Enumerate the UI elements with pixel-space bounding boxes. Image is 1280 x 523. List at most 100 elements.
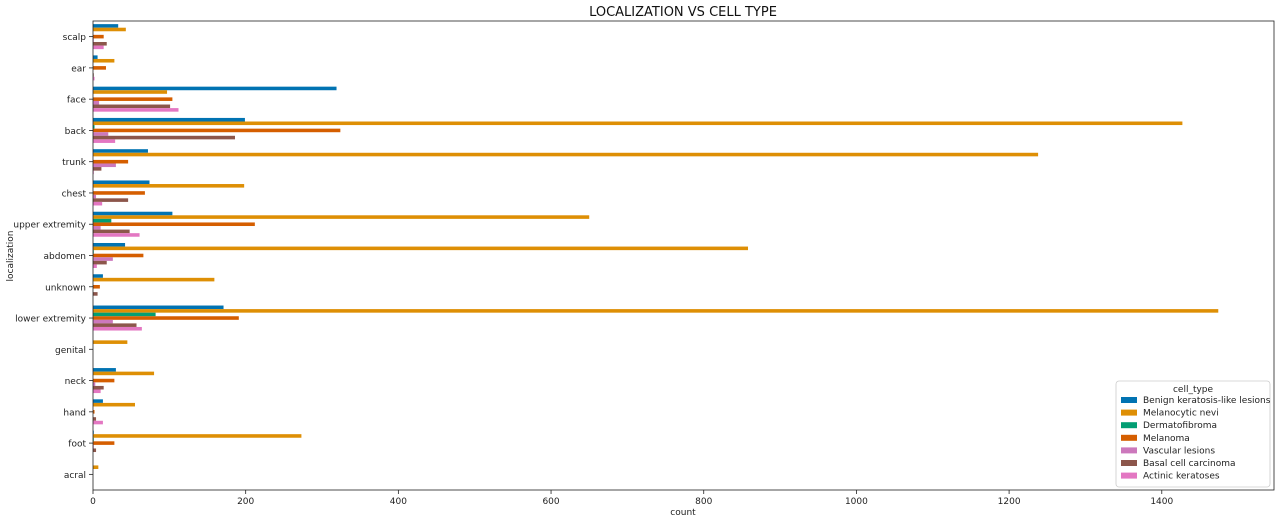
bar-neck-benign-keratosis-like-lesions bbox=[93, 368, 116, 372]
bar-chest-basal-cell-carcinoma bbox=[93, 198, 129, 202]
y-tick-label: chest bbox=[62, 189, 87, 199]
x-tick-label: 200 bbox=[237, 497, 254, 507]
bar-unknown-melanocytic-nevi bbox=[93, 277, 215, 282]
bar-scalp-melanoma bbox=[93, 34, 104, 39]
x-tick-label: 600 bbox=[542, 497, 559, 507]
bar-abdomen-basal-cell-carcinoma bbox=[93, 260, 107, 265]
legend-swatch bbox=[1121, 422, 1137, 429]
legend-label: Vascular lesions bbox=[1143, 446, 1215, 456]
bar-lower-extremity-vascular-lesions bbox=[93, 319, 113, 324]
bar-chest-actinic-keratoses bbox=[93, 201, 103, 206]
plot-frame bbox=[92, 20, 1275, 491]
bar-unknown-basal-cell-carcinoma bbox=[93, 292, 98, 296]
bar-trunk-basal-cell-carcinoma bbox=[93, 167, 102, 171]
legend-label: Dermatofibroma bbox=[1143, 421, 1217, 431]
legend-swatch bbox=[1121, 460, 1137, 466]
bar-lower-extremity-benign-keratosis-like-lesions bbox=[93, 305, 224, 310]
bar-chest-benign-keratosis-like-lesions bbox=[93, 180, 150, 185]
bar-face-vascular-lesions bbox=[93, 100, 100, 105]
bar-neck-melanoma bbox=[93, 378, 115, 383]
bar-upper-extremity-dermatofibroma bbox=[93, 218, 112, 223]
chart-title: LOCALIZATION VS CELL TYPE bbox=[589, 5, 777, 20]
x-tick-label: 1000 bbox=[845, 497, 868, 507]
y-tick-label: back bbox=[65, 127, 87, 137]
y-tick-label: neck bbox=[65, 377, 87, 387]
legend-label: Actinic keratoses bbox=[1143, 472, 1220, 482]
x-tick-label: 800 bbox=[695, 497, 712, 507]
bar-chest-vascular-lesions bbox=[93, 194, 97, 199]
bar-abdomen-vascular-lesions bbox=[93, 257, 113, 261]
bar-scalp-melanocytic-nevi bbox=[93, 27, 126, 32]
bar-unknown-melanoma bbox=[93, 284, 100, 289]
y-tick-label: lower extremity bbox=[15, 315, 87, 325]
bar-hand-melanoma bbox=[93, 410, 95, 414]
bar-lower-extremity-dermatofibroma bbox=[93, 312, 156, 317]
bar-scalp-basal-cell-carcinoma bbox=[93, 41, 107, 46]
legend-items: Benign keratosis-like lesions Melanocytic… bbox=[1121, 396, 1271, 482]
bar-back-dermatofibroma bbox=[93, 125, 95, 129]
bar-lower-extremity-melanoma bbox=[93, 316, 239, 320]
bar-abdomen-melanocytic-nevi bbox=[93, 246, 749, 251]
legend-box bbox=[1115, 380, 1271, 488]
bar-trunk-benign-keratosis-like-lesions bbox=[93, 149, 148, 153]
y-axis: scalp ear face back trunk chest upper extremit… bbox=[13, 33, 93, 481]
bar-trunk-vascular-lesions bbox=[93, 163, 116, 168]
y-tick-label: foot bbox=[68, 440, 86, 450]
x-tick-label: 1200 bbox=[998, 497, 1021, 507]
bar-back-actinic-keratoses bbox=[93, 139, 116, 143]
bar-upper-extremity-vascular-lesions bbox=[93, 226, 101, 230]
bar-unknown-benign-keratosis-like-lesions bbox=[93, 274, 103, 278]
y-tick-label: ear bbox=[71, 64, 86, 74]
legend-swatch bbox=[1121, 472, 1137, 479]
y-tick-label: acral bbox=[64, 471, 86, 481]
bar-foot-melanocytic-nevi bbox=[93, 434, 302, 438]
y-tick-label: trunk bbox=[62, 158, 87, 168]
legend-swatch bbox=[1121, 434, 1137, 441]
bar-lower-extremity-melanocytic-nevi bbox=[93, 309, 1219, 313]
legend-label: Melanocytic nevi bbox=[1143, 409, 1219, 419]
x-tick-label: 400 bbox=[390, 497, 407, 507]
y-tick-label: hand bbox=[63, 408, 86, 418]
bar-trunk-melanocytic-nevi bbox=[93, 152, 1039, 157]
x-axis: 0 200 400 600 800 1000 1200 1400 bbox=[90, 490, 1174, 507]
bar-ear-melanoma bbox=[93, 66, 106, 70]
bar-back-vascular-lesions bbox=[93, 132, 109, 136]
bar-face-melanocytic-nevi bbox=[93, 90, 168, 94]
legend: cell_type Benign keratosis-like lesions M… bbox=[1115, 380, 1271, 488]
bar-upper-extremity-actinic-keratoses bbox=[93, 233, 140, 237]
legend-swatch bbox=[1121, 409, 1137, 416]
y-tick-label: face bbox=[67, 96, 87, 106]
bar-neck-basal-cell-carcinoma bbox=[93, 385, 104, 390]
legend-swatch bbox=[1121, 397, 1137, 403]
bars-group bbox=[93, 24, 1219, 469]
bar-neck-melanocytic-nevi bbox=[93, 371, 155, 376]
bar-back-melanoma bbox=[93, 128, 341, 133]
bar-lower-extremity-actinic-keratoses bbox=[93, 326, 142, 331]
legend-label: Basal cell carcinoma bbox=[1143, 459, 1236, 469]
bar-abdomen-actinic-keratoses bbox=[93, 264, 97, 268]
bar-back-melanocytic-nevi bbox=[93, 121, 1183, 126]
bar-scalp-benign-keratosis-like-lesions bbox=[93, 24, 119, 28]
legend-label: Benign keratosis-like lesions bbox=[1143, 396, 1271, 406]
y-tick-label: upper extremity bbox=[13, 221, 86, 231]
bar-back-basal-cell-carcinoma bbox=[93, 135, 235, 140]
bar-ear-melanocytic-nevi bbox=[93, 58, 115, 63]
bar-neck-vascular-lesions bbox=[93, 382, 96, 386]
bar-hand-basal-cell-carcinoma bbox=[93, 417, 97, 421]
bar-hand-melanocytic-nevi bbox=[93, 402, 135, 407]
bar-lower-extremity-basal-cell-carcinoma bbox=[93, 323, 137, 327]
bar-abdomen-benign-keratosis-like-lesions bbox=[93, 242, 126, 247]
y-tick-label: unknown bbox=[45, 283, 86, 293]
bar-hand-benign-keratosis-like-lesions bbox=[93, 399, 103, 403]
y-axis-title: localization bbox=[6, 231, 16, 282]
bar-genital-melanocytic-nevi bbox=[93, 340, 128, 344]
bar-back-benign-keratosis-like-lesions bbox=[93, 117, 245, 122]
bar-foot-basal-cell-carcinoma bbox=[93, 448, 97, 453]
bar-upper-extremity-melanocytic-nevi bbox=[93, 215, 590, 219]
bar-neck-actinic-keratoses bbox=[93, 389, 101, 394]
bar-hand-actinic-keratoses bbox=[93, 420, 103, 425]
bar-chest-melanocytic-nevi bbox=[93, 184, 245, 188]
legend-label: Melanoma bbox=[1143, 434, 1190, 444]
